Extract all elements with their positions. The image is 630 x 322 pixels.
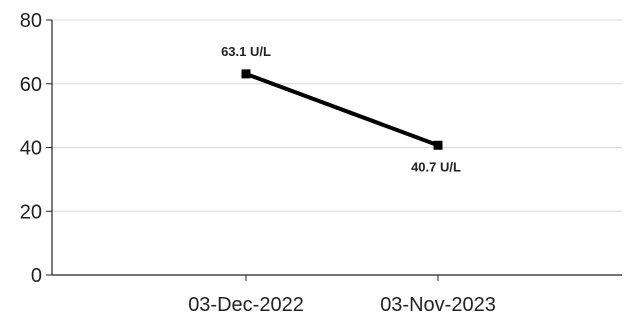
data-point-marker-1 — [433, 140, 443, 150]
data-label-1: 40.7 U/L — [411, 159, 461, 174]
data-labels: 63.1 U/L 40.7 U/L — [221, 44, 461, 174]
x-axis-ticks: 03-Dec-2022 03-Nov-2023 — [188, 275, 496, 316]
y-tick-label-20: 20 — [20, 201, 42, 223]
y-tick-label-40: 40 — [20, 138, 42, 160]
data-label-0: 63.1 U/L — [221, 44, 271, 59]
series-layer — [241, 69, 443, 150]
x-tick-label-1: 03-Nov-2023 — [380, 294, 496, 316]
gridlines — [52, 19, 622, 212]
x-tick-label-0: 03-Dec-2022 — [188, 294, 304, 316]
series-line-0 — [245, 71, 439, 148]
y-axis-ticks: 0 20 40 60 80 — [20, 10, 52, 287]
y-tick-label-60: 60 — [20, 74, 42, 96]
data-point-marker-0 — [241, 69, 251, 79]
y-tick-label-80: 80 — [20, 10, 42, 32]
y-tick-label-0: 0 — [31, 265, 42, 287]
